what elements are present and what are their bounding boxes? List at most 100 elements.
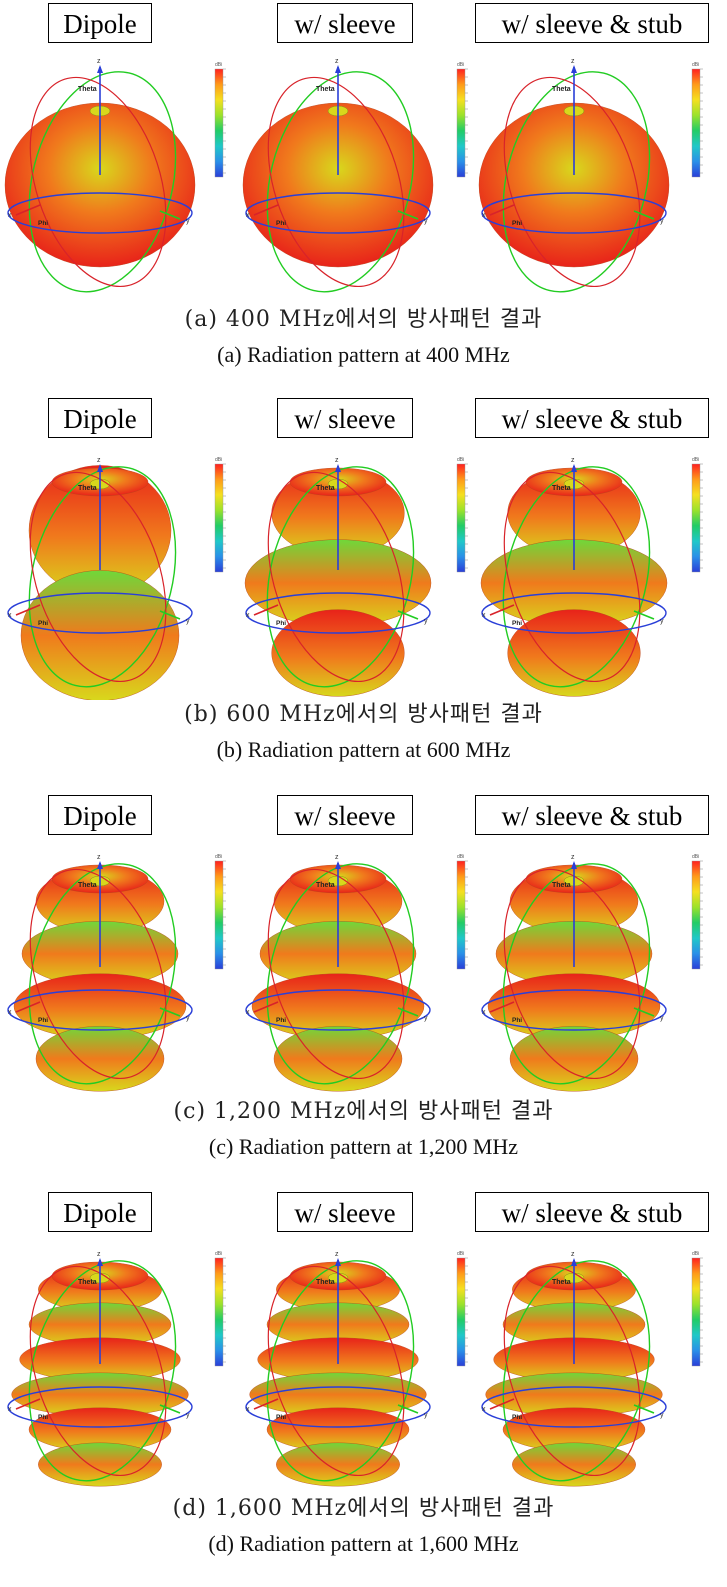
radiation-lobe bbox=[512, 1442, 636, 1487]
x-axis-arrow bbox=[489, 1001, 515, 1013]
colorbar bbox=[456, 1257, 466, 1367]
figure-section: Dipole z Theta x y Phi dBi w/ sleeve z Theta x y Phi… bbox=[0, 1192, 727, 1587]
theta-ring bbox=[266, 1260, 415, 1482]
theta-label: Theta bbox=[78, 1279, 97, 1286]
colorbar bbox=[214, 68, 224, 178]
y-axis-label: y bbox=[186, 218, 190, 225]
colorbar-unit: dBi bbox=[457, 854, 464, 860]
theta-ring bbox=[28, 863, 177, 1085]
y-axis-arrow bbox=[397, 1404, 419, 1414]
radiation-pattern-plot: z Theta x y Phi bbox=[480, 457, 668, 697]
theta-ring bbox=[266, 863, 415, 1085]
phi-label: Phi bbox=[512, 220, 522, 227]
x-axis-arrow bbox=[15, 204, 41, 216]
z-axis-label: z bbox=[571, 1251, 575, 1258]
antenna-label-box: w/ sleeve bbox=[277, 795, 413, 835]
phi-label: Phi bbox=[38, 620, 48, 627]
horizontal-ring bbox=[7, 989, 193, 1031]
colorbar bbox=[214, 463, 224, 573]
colorbar-legend: dBi bbox=[691, 1251, 703, 1367]
colorbar-unit: dBi bbox=[692, 854, 699, 860]
antenna-label-box: Dipole bbox=[48, 398, 152, 438]
colorbar-legend: dBi bbox=[214, 62, 226, 178]
colorbar-unit: dBi bbox=[215, 457, 222, 463]
x-axis-label: x bbox=[8, 212, 12, 219]
antenna-label-box: Dipole bbox=[48, 3, 152, 43]
theta-label: Theta bbox=[316, 485, 335, 492]
antenna-label-box: w/ sleeve bbox=[277, 3, 413, 43]
y-axis-label: y bbox=[424, 1412, 428, 1419]
y-axis-arrow bbox=[397, 610, 419, 620]
horizontal-ring bbox=[245, 592, 431, 634]
caption-korean: (c) 1,200 MHz에서의 방사패턴 결과 bbox=[173, 1099, 554, 1124]
x-axis-arrow bbox=[15, 604, 41, 616]
figure-section: Dipole z Theta x y Phi dBi w/ sleeve z Theta x y Phi… bbox=[0, 795, 727, 1190]
caption-korean: (d) 1,600 MHz에서의 방사패턴 결과 bbox=[172, 1496, 555, 1521]
colorbar-unit: dBi bbox=[457, 62, 464, 68]
colorbar-unit: dBi bbox=[215, 62, 222, 68]
colorbar bbox=[691, 68, 701, 178]
radiation-lobe bbox=[35, 1025, 165, 1092]
z-axis-label: z bbox=[335, 457, 339, 464]
theta-label: Theta bbox=[552, 882, 571, 889]
radiation-pattern-plot: z Theta x y Phi bbox=[7, 457, 193, 700]
phi-ring bbox=[267, 1265, 405, 1477]
radiation-lobe bbox=[20, 570, 180, 700]
radiation-lobe bbox=[38, 1442, 162, 1487]
colorbar-legend: dBi bbox=[691, 854, 703, 970]
colorbar-legend: dBi bbox=[214, 854, 226, 970]
y-axis-label: y bbox=[660, 618, 664, 625]
phi-label: Phi bbox=[512, 1017, 522, 1024]
z-axis-label: z bbox=[97, 854, 101, 861]
z-axis-label: z bbox=[571, 854, 575, 861]
radiation-lobe bbox=[276, 1442, 400, 1487]
x-axis-label: x bbox=[8, 1009, 12, 1016]
phi-label: Phi bbox=[276, 620, 286, 627]
phi-label: Phi bbox=[276, 1017, 286, 1024]
colorbar-unit: dBi bbox=[692, 1251, 699, 1257]
phi-ring bbox=[29, 1265, 167, 1477]
y-axis-label: y bbox=[186, 1412, 190, 1419]
theta-ring bbox=[266, 71, 415, 293]
x-axis-label: x bbox=[482, 1009, 486, 1016]
colorbar-unit: dBi bbox=[215, 854, 222, 860]
horizontal-ring bbox=[481, 592, 667, 634]
x-axis-label: x bbox=[246, 1009, 250, 1016]
y-axis-arrow bbox=[633, 610, 655, 620]
phi-ring bbox=[267, 868, 405, 1080]
theta-ring bbox=[28, 71, 177, 293]
phi-ring bbox=[503, 868, 641, 1080]
phi-label: Phi bbox=[38, 1017, 48, 1024]
caption-english: (d) Radiation pattern at 1,600 MHz bbox=[208, 1531, 519, 1556]
y-axis-arrow bbox=[159, 1007, 181, 1017]
z-axis-label: z bbox=[97, 457, 101, 464]
horizontal-ring bbox=[245, 989, 431, 1031]
y-axis-arrow bbox=[633, 1007, 655, 1017]
theta-label: Theta bbox=[552, 485, 571, 492]
colorbar bbox=[691, 1257, 701, 1367]
colorbar-legend: dBi bbox=[456, 62, 468, 178]
y-axis-arrow bbox=[397, 1007, 419, 1017]
theta-label: Theta bbox=[552, 86, 571, 93]
theta-label: Theta bbox=[78, 485, 97, 492]
theta-label: Theta bbox=[78, 882, 97, 889]
z-axis-label: z bbox=[97, 58, 101, 65]
y-axis-label: y bbox=[186, 1015, 190, 1022]
caption-english: (b) Radiation pattern at 600 MHz bbox=[216, 737, 511, 762]
theta-label: Theta bbox=[78, 86, 97, 93]
caption-korean: (b) 600 MHz에서의 방사패턴 결과 bbox=[184, 702, 543, 727]
antenna-label-box: w/ sleeve bbox=[277, 398, 413, 438]
colorbar-legend: dBi bbox=[214, 1251, 226, 1367]
y-axis-label: y bbox=[660, 218, 664, 225]
radiation-pattern-plot: z Theta x y Phi bbox=[478, 58, 670, 293]
caption-english: (a) Radiation pattern at 400 MHz bbox=[217, 342, 510, 367]
antenna-label-box: w/ sleeve & stub bbox=[475, 1192, 709, 1232]
y-axis-arrow bbox=[633, 1404, 655, 1414]
figure-section: Dipole z Theta x y Phi dBi w/ sleeve z Theta x y Phi… bbox=[0, 398, 727, 793]
z-axis-label: z bbox=[97, 1251, 101, 1258]
radiation-pattern-plot: z Theta x y Phi bbox=[245, 1251, 431, 1487]
theta-label: Theta bbox=[552, 1279, 571, 1286]
phi-ring bbox=[29, 76, 167, 288]
x-axis-label: x bbox=[8, 1406, 12, 1413]
antenna-label-box: w/ sleeve bbox=[277, 1192, 413, 1232]
